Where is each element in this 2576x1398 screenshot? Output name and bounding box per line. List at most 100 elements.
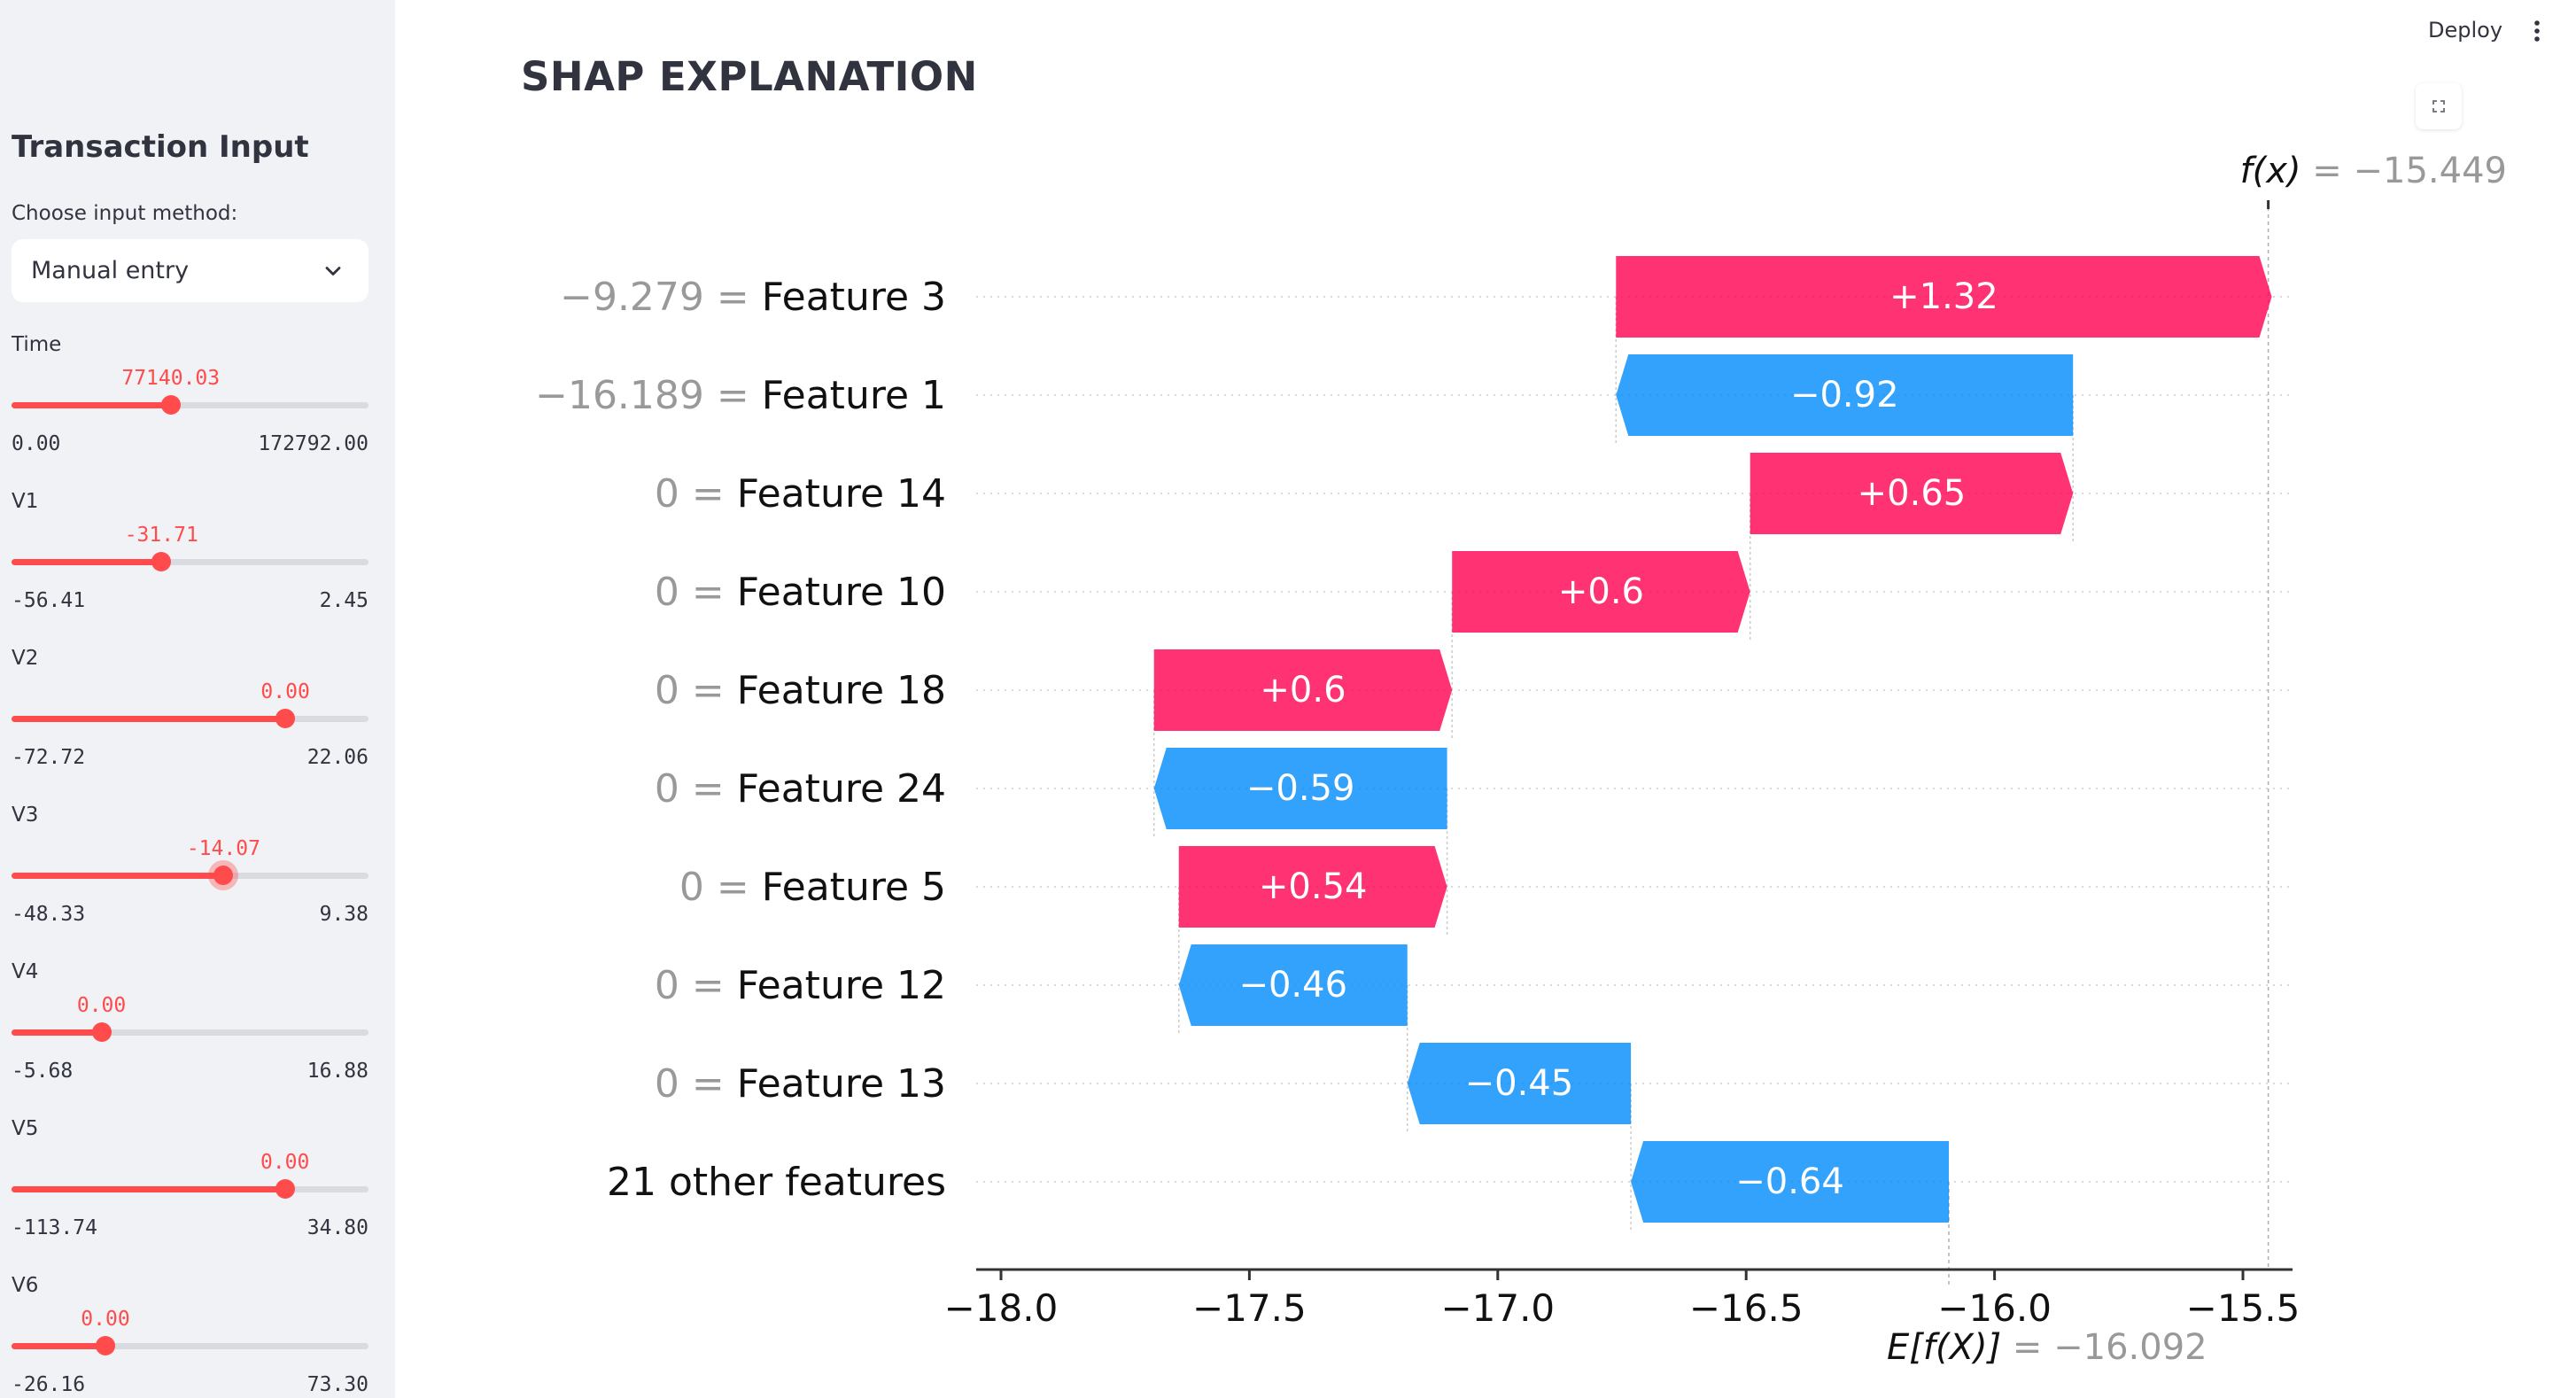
feature-name: 21 other features: [607, 1160, 946, 1205]
bar-feature-14: [1750, 453, 2074, 534]
slider-track[interactable]: [12, 866, 369, 885]
slider-label: V5: [12, 1117, 39, 1140]
bar-feature-18: [1153, 649, 1453, 731]
slider-max: 34.80: [306, 1216, 369, 1239]
bar-value-label: +0.54: [1259, 866, 1368, 907]
slider-thumb[interactable]: [91, 1022, 112, 1042]
feature-value: 0 =: [655, 963, 737, 1008]
x-tick-label: −17.0: [1440, 1286, 1555, 1330]
efx-symbol: E[f(X)]: [1887, 1327, 2013, 1368]
deploy-button[interactable]: Deploy: [2428, 18, 2503, 43]
slider-label: V1: [12, 490, 39, 513]
slider-min: -5.68: [12, 1060, 74, 1083]
slider-label: V4: [12, 960, 39, 983]
slider-max: 16.88: [306, 1060, 369, 1083]
slider-time: Time 77140.03 0.00 172792.00: [0, 333, 395, 484]
feature-name: Feature 18: [737, 668, 946, 713]
input-method-value: Manual entry: [31, 257, 190, 284]
slider-fill: [12, 402, 171, 408]
feature-name: Feature 3: [762, 275, 946, 320]
slider-v5: V5 0.00 -113.74 34.80: [0, 1117, 395, 1268]
bar-value-label: −0.59: [1246, 768, 1355, 809]
x-tick-label: −17.5: [1192, 1286, 1307, 1330]
slider-v1: V1 -31.71 -56.41 2.45: [0, 490, 395, 641]
fullscreen-button[interactable]: [2416, 83, 2462, 129]
sidebar: Transaction Input Choose input method: M…: [0, 0, 395, 1398]
slider-track[interactable]: [12, 709, 369, 728]
slider-min: -26.16: [12, 1373, 86, 1396]
slider-label: V3: [12, 804, 39, 827]
feature-label: 0 = Feature 18: [655, 668, 946, 713]
feature-value: 0 =: [655, 1061, 737, 1107]
fullscreen-icon: [2432, 100, 2445, 113]
bar-value-label: −0.45: [1465, 1063, 1574, 1104]
slider-label: V2: [12, 647, 39, 670]
slider-fill: [12, 873, 224, 879]
slider-max: 73.30: [306, 1373, 369, 1396]
vertical-ellipsis-icon[interactable]: [2530, 18, 2544, 46]
slider-value: 0.00: [260, 1151, 310, 1174]
bar-feature-1: [1616, 354, 2074, 436]
slider-thumb[interactable]: [275, 709, 296, 728]
bar-value-label: +0.6: [1558, 571, 1644, 612]
fx-symbol: f(x): [2240, 151, 2313, 191]
slider-min: -56.41: [12, 589, 86, 612]
efx-value: = −16.092: [2013, 1327, 2207, 1368]
slider-track[interactable]: [12, 395, 369, 415]
feature-name: Feature 14: [737, 471, 946, 516]
slider-track[interactable]: [12, 1179, 369, 1199]
slider-max: 9.38: [319, 903, 369, 926]
bar-feature-13: [1407, 1043, 1632, 1124]
input-method-label: Choose input method:: [12, 202, 238, 225]
feature-label: 0 = Feature 12: [655, 963, 946, 1008]
feature-label: 0 = Feature 24: [655, 766, 946, 812]
slider-label: V6: [12, 1274, 39, 1297]
feature-name: Feature 12: [737, 963, 946, 1008]
feature-label: 21 other features: [607, 1160, 946, 1205]
bar-feature-12: [1178, 944, 1408, 1026]
bar-21-other-features: [1631, 1141, 1950, 1223]
x-tick-label: −18.0: [944, 1286, 1059, 1330]
bar-value-label: −0.64: [1735, 1161, 1844, 1202]
bar-feature-5: [1178, 846, 1447, 928]
feature-label: 0 = Feature 14: [655, 471, 946, 516]
bar-feature-3: [1616, 256, 2272, 338]
efx-label: E[f(X)] = −16.092: [1887, 1327, 2207, 1368]
bar-feature-24: [1153, 748, 1447, 829]
bar-value-label: −0.46: [1238, 965, 1347, 1006]
feature-value: 0 =: [655, 471, 737, 516]
slider-thumb[interactable]: [95, 1336, 115, 1355]
feature-value: −16.189 =: [535, 373, 762, 418]
feature-value: −9.279 =: [560, 275, 762, 320]
bar-value-label: −0.92: [1790, 375, 1899, 416]
slider-thumb[interactable]: [213, 866, 234, 885]
feature-value: 0 =: [655, 766, 737, 812]
sidebar-title: Transaction Input: [12, 129, 309, 165]
fx-value: = −15.449: [2312, 151, 2507, 191]
slider-fill: [12, 1343, 105, 1349]
slider-track[interactable]: [12, 552, 369, 571]
slider-v3: V3 -14.07 -48.33 9.38: [0, 804, 395, 954]
slider-value: 0.00: [81, 1308, 130, 1331]
feature-name: Feature 13: [737, 1061, 946, 1107]
input-method-select[interactable]: Manual entry: [12, 239, 369, 302]
slider-v2: V2 0.00 -72.72 22.06: [0, 647, 395, 797]
slider-thumb[interactable]: [151, 552, 172, 571]
x-tick-label: −16.5: [1689, 1286, 1804, 1330]
feature-name: Feature 1: [762, 373, 946, 418]
feature-name: Feature 5: [762, 865, 946, 910]
bar-value-label: +1.32: [1889, 276, 1998, 317]
feature-value: 0 =: [679, 865, 762, 910]
slider-value: -14.07: [186, 837, 260, 860]
slider-v6: V6 0.00 -26.16 73.30: [0, 1274, 395, 1398]
feature-value: 0 =: [655, 668, 737, 713]
slider-min: 0.00: [12, 432, 61, 455]
feature-label: 0 = Feature 13: [655, 1061, 946, 1107]
slider-thumb[interactable]: [275, 1179, 295, 1199]
slider-track[interactable]: [12, 1336, 369, 1355]
slider-value: 0.00: [76, 994, 127, 1017]
slider-thumb[interactable]: [160, 395, 181, 415]
slider-track[interactable]: [12, 1022, 369, 1042]
bar-value-label: +0.65: [1858, 473, 1967, 514]
